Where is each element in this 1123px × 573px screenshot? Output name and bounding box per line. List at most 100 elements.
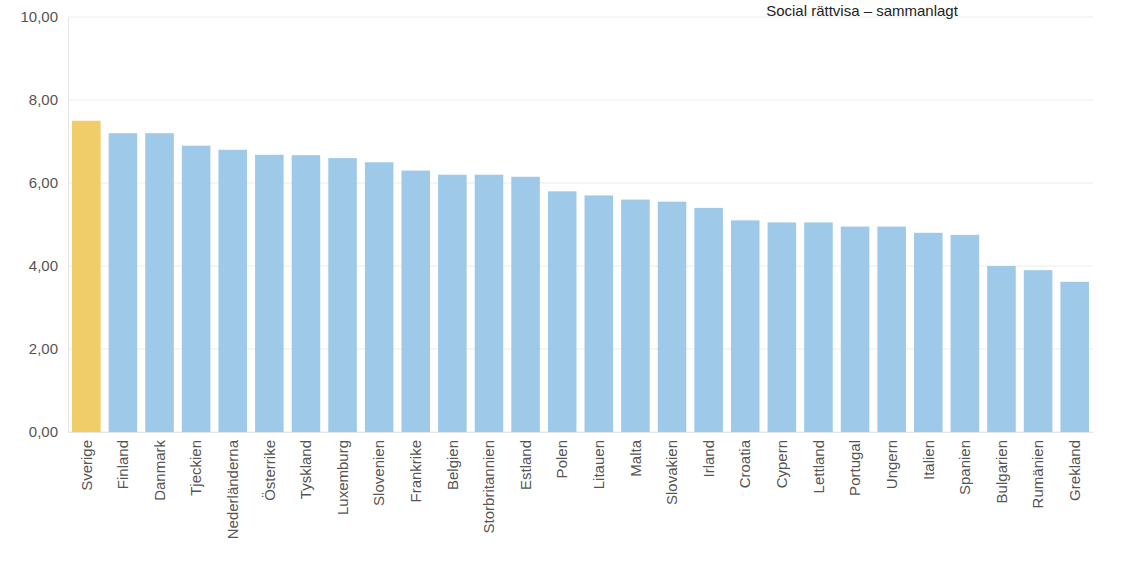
x-tick: Luxemburg	[334, 432, 351, 515]
x-tick-label: Portugal	[846, 440, 863, 496]
y-tick: 4,00	[29, 257, 68, 274]
x-axis: Sverige Finland Danmark Tjeckien Nederländer…	[69, 432, 1094, 539]
x-tick: Estland	[517, 432, 534, 490]
x-tick: Spanien	[956, 432, 973, 495]
bar	[328, 158, 357, 432]
x-tick: Polen	[553, 432, 570, 478]
x-tick-label: Storbritannien	[480, 440, 497, 533]
plot: 0,00 2,00 4,00 6,00 8,00 10,00 Sverige Finland D…	[20, 8, 1093, 539]
x-tick-label: Tjeckien	[187, 440, 204, 496]
x-tick-label: Rumänien	[1029, 440, 1046, 508]
x-tick: Litauen	[590, 432, 607, 489]
x-tick: Portugal	[846, 432, 863, 496]
bar	[182, 146, 211, 432]
x-tick-label: Tyskland	[297, 440, 314, 499]
bar	[401, 171, 430, 432]
x-tick-label: Litauen	[590, 440, 607, 489]
bar	[768, 222, 797, 432]
bar	[292, 155, 321, 432]
bar	[987, 266, 1016, 432]
x-tick: Tyskland	[297, 432, 314, 499]
x-tick-label: Finland	[114, 440, 131, 489]
grid-line	[68, 100, 1093, 101]
x-tick: Croatia	[736, 432, 753, 488]
x-tick: Tjeckien	[187, 432, 204, 496]
bar	[1024, 270, 1053, 432]
y-tick-label: 8,00	[29, 91, 58, 108]
x-tick: Sverige	[78, 432, 95, 491]
x-tick: Malta	[627, 432, 644, 477]
bar	[621, 200, 650, 432]
bar	[511, 177, 540, 432]
x-tick-label: Österrike	[261, 440, 278, 501]
y-tick: 10,00	[20, 8, 68, 25]
x-tick-label: Frankrike	[407, 440, 424, 503]
x-axis-line	[69, 432, 1094, 433]
y-tick-label: 0,00	[29, 423, 58, 440]
x-tick: Italien	[920, 432, 937, 480]
y-tick-label: 10,00	[20, 8, 58, 25]
grid	[68, 17, 1093, 432]
y-axis: 0,00 2,00 4,00 6,00 8,00 10,00	[20, 8, 68, 440]
x-tick-label: Italien	[920, 440, 937, 480]
bar	[731, 220, 760, 432]
x-tick: Irland	[700, 432, 717, 478]
bar	[145, 133, 174, 432]
x-tick: Slovakien	[663, 432, 680, 505]
x-tick: Finland	[114, 432, 131, 489]
x-tick-label: Slovakien	[663, 440, 680, 505]
x-tick-label: Cypern	[773, 440, 790, 488]
x-tick-label: Sverige	[78, 440, 95, 491]
bar	[804, 222, 833, 432]
x-tick-label: Ungern	[883, 440, 900, 489]
x-tick: Danmark	[151, 432, 168, 501]
x-tick: Frankrike	[407, 432, 424, 503]
x-tick-label: Lettland	[810, 440, 827, 493]
bar	[694, 208, 723, 432]
bar	[72, 121, 101, 432]
y-tick-label: 6,00	[29, 174, 58, 191]
y-tick: 8,00	[29, 91, 68, 108]
x-tick: Grekland	[1066, 432, 1083, 501]
bar	[548, 191, 577, 432]
x-tick-label: Slovenien	[370, 440, 387, 506]
bar	[658, 202, 687, 432]
bars	[72, 121, 1089, 432]
chart: 0,00 2,00 4,00 6,00 8,00 10,00 Sverige Finland D…	[0, 0, 1123, 573]
title: Social rättvisa – sammanlagt	[766, 2, 959, 19]
x-tick-label: Estland	[517, 440, 534, 490]
x-tick-label: Bulgarien	[993, 440, 1010, 503]
y-tick: 0,00	[29, 423, 68, 440]
bar	[877, 227, 906, 432]
x-tick-label: Grekland	[1066, 440, 1083, 501]
bar	[109, 133, 138, 432]
y-tick: 2,00	[29, 340, 68, 357]
y-tick-label: 4,00	[29, 257, 58, 274]
x-tick-label: Luxemburg	[334, 440, 351, 515]
x-tick-label: Polen	[553, 440, 570, 478]
y-axis-line	[68, 18, 69, 433]
bar	[914, 233, 943, 432]
x-tick: Bulgarien	[993, 432, 1010, 503]
x-tick-label: Belgien	[444, 440, 461, 490]
bar	[438, 175, 467, 432]
y-tick-label: 2,00	[29, 340, 58, 357]
x-tick: Österrike	[261, 432, 278, 501]
bar	[1060, 282, 1089, 432]
bar	[475, 175, 504, 432]
bar	[255, 155, 284, 432]
x-tick: Ungern	[883, 432, 900, 489]
x-tick-label: Spanien	[956, 440, 973, 495]
x-tick-label: Croatia	[736, 439, 753, 488]
x-tick: Cypern	[773, 432, 790, 488]
x-tick-label: Malta	[627, 439, 644, 476]
bar	[365, 162, 394, 432]
x-tick: Slovenien	[370, 432, 387, 506]
bar	[218, 150, 247, 432]
y-tick: 6,00	[29, 174, 68, 191]
x-tick: Rumänien	[1029, 432, 1046, 508]
bar	[951, 235, 980, 432]
x-tick-label: Nederländerna	[224, 439, 241, 539]
bar	[585, 195, 614, 432]
x-tick-label: Danmark	[151, 440, 168, 501]
